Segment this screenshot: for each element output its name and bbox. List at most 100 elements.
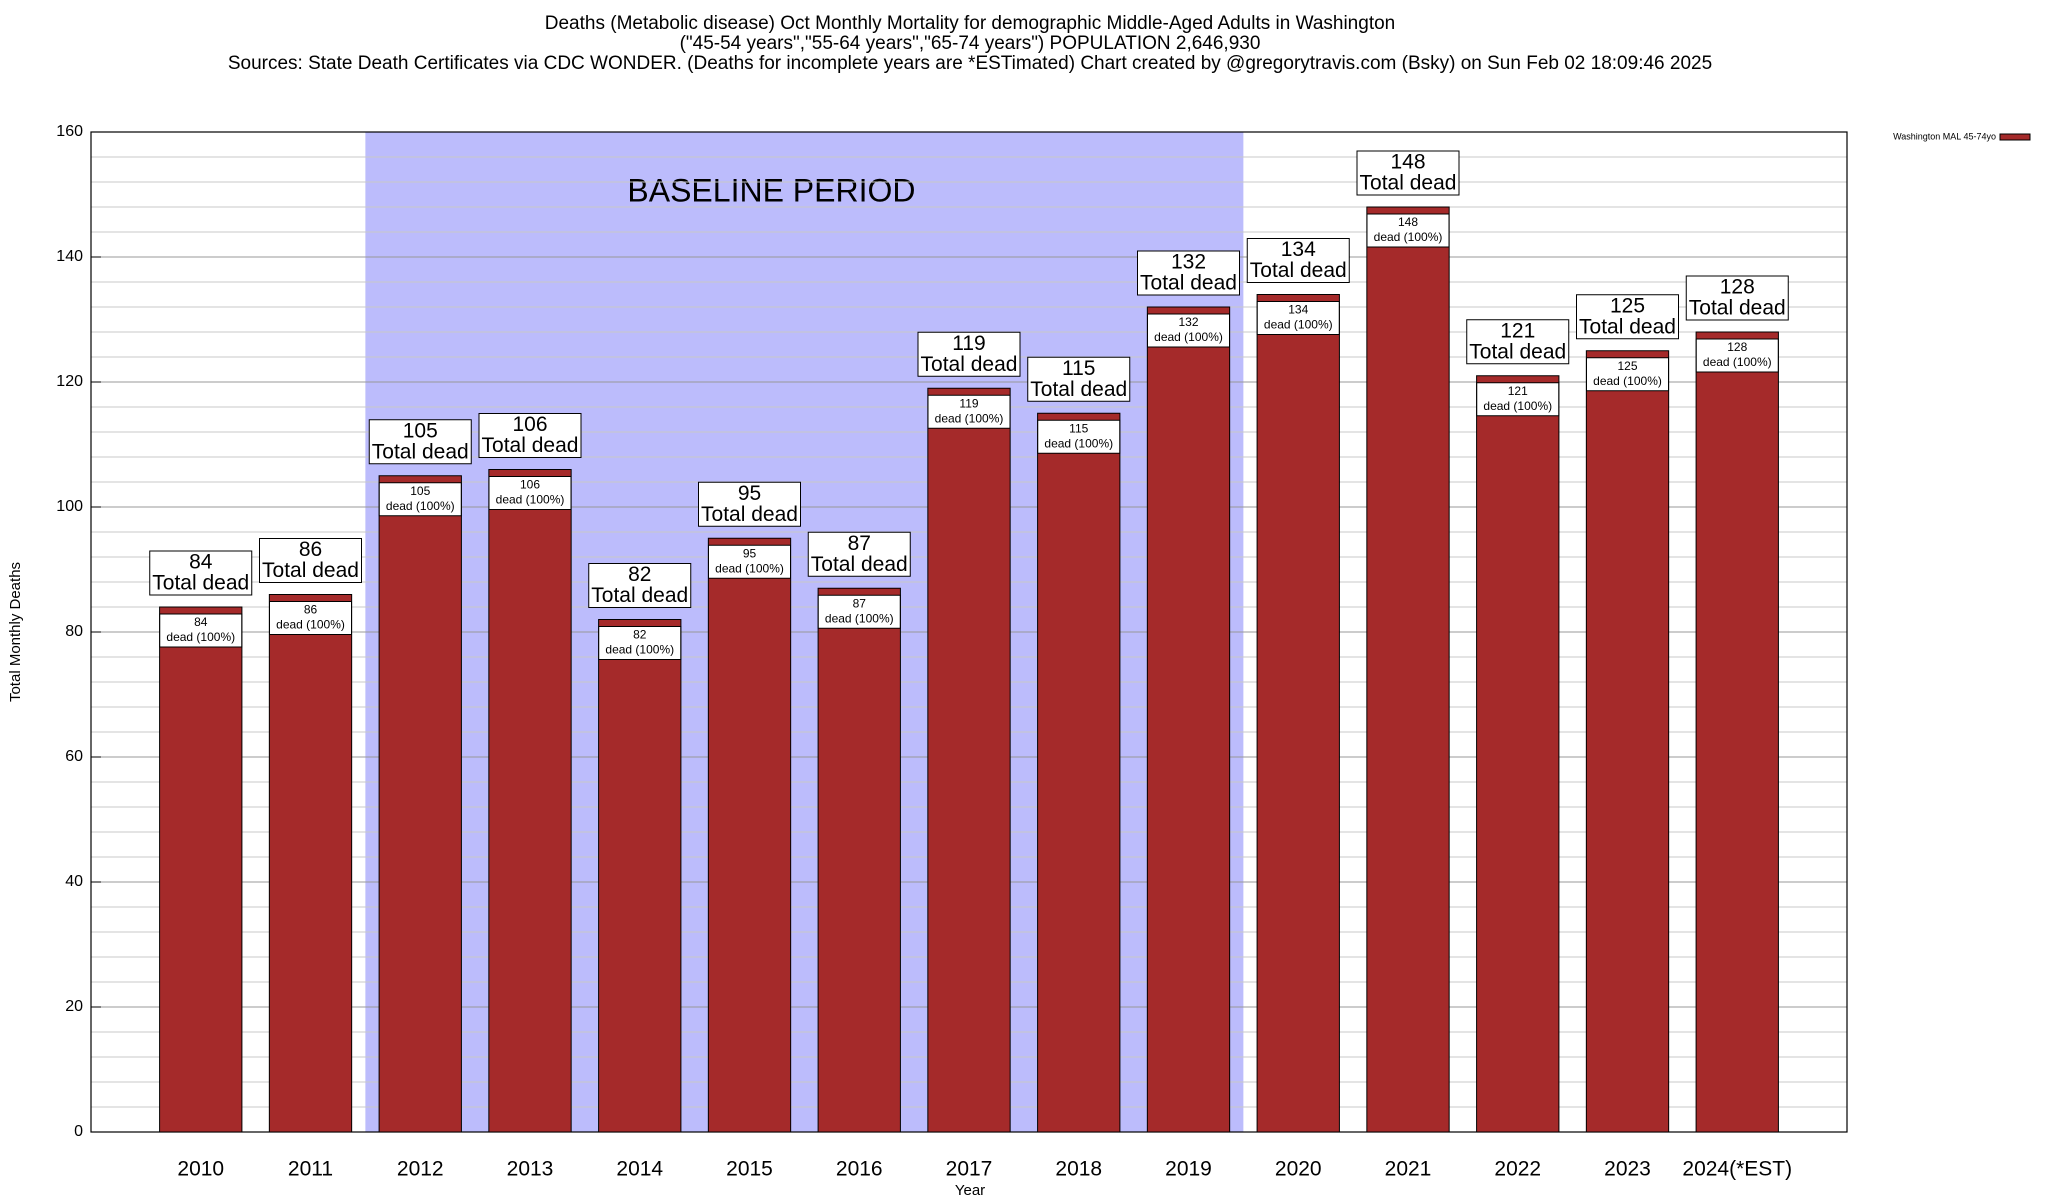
inner-share-label: dead (100%)	[276, 618, 345, 632]
legend-label: Washington MAL 45-74yo	[1893, 131, 1996, 141]
top-total-label: Total dead	[1140, 272, 1237, 295]
inner-value-label: 128	[1727, 340, 1747, 354]
inner-share-label: dead (100%)	[935, 411, 1004, 425]
bar	[1146, 306, 1231, 1133]
inner-share-label: dead (100%)	[496, 493, 565, 507]
top-total-label: Total dead	[1469, 340, 1566, 363]
y-tick-label: 40	[65, 873, 83, 890]
inner-value-label: 84	[194, 615, 208, 629]
bar	[378, 475, 462, 1133]
x-tick-label: 2018	[1055, 1158, 1102, 1181]
top-value-label: 132	[1171, 251, 1206, 274]
top-total-label: Total dead	[701, 503, 798, 526]
bar	[927, 387, 1011, 1133]
top-value-label: 82	[628, 563, 651, 586]
top-label-box	[1356, 150, 1460, 196]
bar	[598, 619, 682, 1133]
x-tick-label: 2024(*EST)	[1682, 1158, 1792, 1181]
chart-title: Sources: State Death Certificates via CD…	[228, 53, 1712, 74]
top-label-box	[368, 419, 472, 465]
inner-share-label: dead (100%)	[1044, 436, 1113, 450]
top-value-label: 119	[952, 332, 985, 355]
bar	[1037, 412, 1121, 1133]
x-tick-label: 2010	[177, 1158, 224, 1181]
inner-value-label: 119	[959, 396, 978, 410]
inner-value-label: 86	[304, 603, 318, 617]
x-tick-label: 2019	[1165, 1158, 1212, 1181]
top-label-box	[1576, 294, 1679, 340]
x-tick-label: 2017	[946, 1158, 993, 1181]
inner-share-label: dead (100%)	[1374, 230, 1443, 244]
top-total-label: Total dead	[1360, 172, 1457, 195]
inner-label-box	[817, 594, 901, 629]
x-tick-label: 2013	[507, 1158, 554, 1181]
top-label-box	[1685, 275, 1789, 321]
y-tick-label: 120	[56, 373, 83, 390]
legend-swatch	[1999, 133, 2031, 141]
inner-share-label: dead (100%)	[825, 611, 894, 625]
top-total-label: Total dead	[1689, 297, 1786, 320]
bar	[268, 594, 353, 1133]
x-tick-label: 2021	[1385, 1158, 1432, 1181]
top-label-box	[917, 331, 1021, 377]
top-value-label: 95	[738, 482, 761, 505]
x-tick-label: 2014	[616, 1158, 663, 1181]
y-tick-label: 160	[56, 123, 83, 140]
inner-share-label: dead (100%)	[1593, 374, 1662, 388]
top-label-box	[807, 531, 911, 577]
top-value-label: 148	[1390, 151, 1425, 174]
baseline-label: BASELINE PERIOD	[627, 172, 915, 208]
inner-label-box	[159, 613, 243, 648]
inner-share-label: dead (100%)	[166, 630, 235, 644]
y-tick-label: 0	[74, 1123, 83, 1140]
inner-value-label: 87	[853, 596, 867, 610]
chart-title: ("45-54 years","55-64 years","65-74 year…	[680, 33, 1261, 54]
inner-share-label: dead (100%)	[715, 561, 784, 575]
x-axis-label: Year	[955, 1182, 985, 1199]
top-total-label: Total dead	[1030, 378, 1127, 401]
inner-value-label: 134	[1288, 303, 1308, 317]
top-total-label: Total dead	[262, 559, 359, 582]
bar	[817, 587, 901, 1133]
x-tick-label: 2011	[288, 1158, 333, 1181]
inner-label-box	[1037, 419, 1121, 454]
x-tick-label: 2015	[726, 1158, 773, 1181]
top-value-label: 115	[1062, 357, 1095, 380]
top-value-label: 125	[1610, 294, 1645, 317]
bar	[1256, 294, 1340, 1133]
top-value-label: 121	[1500, 319, 1535, 342]
inner-value-label: 132	[1178, 315, 1198, 329]
x-tick-label: 2020	[1275, 1158, 1322, 1181]
inner-value-label: 106	[520, 478, 540, 492]
top-total-label: Total dead	[152, 572, 249, 595]
top-label-box	[1466, 319, 1570, 365]
bar	[707, 537, 792, 1133]
inner-value-label: 148	[1398, 215, 1418, 229]
y-axis-label: Total Monthly Deaths	[7, 562, 24, 702]
inner-value-label: 121	[1508, 384, 1528, 398]
top-total-label: Total dead	[1250, 259, 1347, 282]
inner-label-box	[378, 482, 462, 517]
inner-share-label: dead (100%)	[1264, 318, 1333, 332]
top-value-label: 84	[189, 551, 213, 574]
inner-share-label: dead (100%)	[1483, 399, 1552, 413]
y-tick-label: 20	[65, 998, 83, 1015]
x-tick-label: 2022	[1494, 1158, 1541, 1181]
inner-label-box	[488, 476, 572, 510]
inner-label-box	[708, 544, 791, 579]
top-label-box	[259, 538, 362, 583]
bar	[1476, 375, 1560, 1133]
inner-share-label: dead (100%)	[605, 643, 674, 657]
inner-label-box	[927, 394, 1011, 429]
top-label-box	[1137, 250, 1240, 296]
top-label-box	[588, 563, 692, 608]
inner-value-label: 125	[1617, 359, 1637, 373]
x-tick-label: 2023	[1604, 1158, 1651, 1181]
top-total-label: Total dead	[1579, 315, 1676, 338]
top-value-label: 86	[299, 538, 322, 561]
bar	[1366, 206, 1450, 1133]
bar	[1695, 331, 1779, 1133]
inner-label-box	[1695, 338, 1779, 373]
